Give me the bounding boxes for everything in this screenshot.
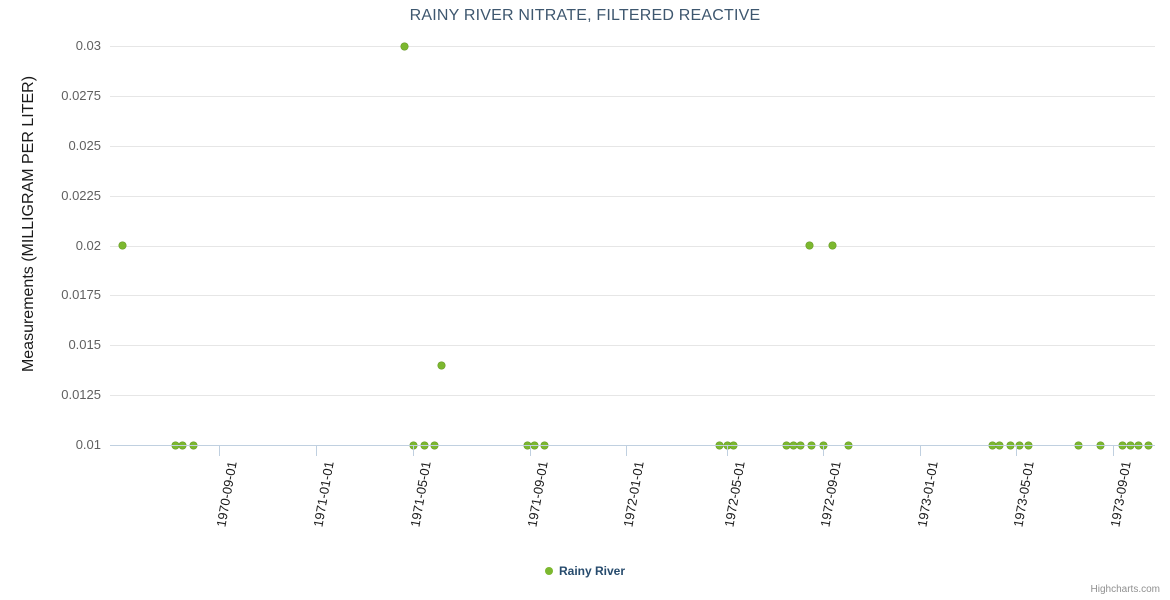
x-axis-tick: [1113, 446, 1114, 456]
x-axis-tick: [316, 446, 317, 456]
x-axis-tick-label: 1973-01-01: [914, 460, 941, 529]
x-axis-tick-label: 1972-01-01: [620, 460, 647, 529]
data-point[interactable]: [118, 242, 126, 249]
gridline: [110, 245, 1155, 247]
x-axis-tick-label: 1971-09-01: [524, 460, 551, 529]
gridline: [110, 195, 1155, 197]
x-axis-tick-label: 1972-09-01: [817, 460, 844, 529]
data-point[interactable]: [437, 361, 445, 369]
y-axis-tick-label: 0.0125: [61, 387, 101, 403]
x-axis-tick: [920, 446, 921, 456]
gridline: [110, 145, 1155, 147]
gridline: [110, 395, 1155, 397]
y-axis-tick-label: 0.025: [68, 137, 101, 153]
x-axis-tick: [219, 446, 220, 456]
x-axis-tick-label: 1973-05-01: [1010, 460, 1037, 529]
x-axis-tick: [823, 446, 824, 456]
y-axis-tick-label: 0.015: [68, 337, 101, 353]
y-axis-tick-label: 0.03: [75, 38, 101, 53]
x-axis-tick-label: 1972-05-01: [721, 460, 748, 529]
gridline: [110, 295, 1155, 297]
data-point[interactable]: [400, 42, 408, 50]
legend-marker-icon: [544, 566, 553, 575]
y-axis-tick-label: 0.0225: [61, 187, 101, 203]
x-axis-line: [110, 445, 1155, 446]
y-axis-title: Measurements (MILLIGRAM PER LITER): [20, 75, 37, 373]
y-axis-tick-label: 0.02: [75, 237, 101, 253]
gridline: [110, 345, 1155, 347]
legend-item-rainy-river[interactable]: Rainy River: [544, 563, 626, 578]
y-axis-tick-label: 0.0175: [61, 287, 101, 303]
x-axis-tick: [413, 446, 414, 456]
gridline: [110, 95, 1155, 97]
highcharts-credits[interactable]: Highcharts.com: [1090, 584, 1160, 595]
x-axis-tick: [530, 446, 531, 456]
plot-area: [110, 42, 1155, 449]
chart-title: RAINY RIVER NITRATE, FILTERED REACTIVE: [409, 7, 761, 24]
chart-legend: Rainy River: [0, 563, 1170, 578]
data-point[interactable]: [805, 242, 813, 249]
x-axis-tick: [626, 446, 627, 456]
x-axis-tick-label: 1970-09-01: [213, 460, 240, 529]
y-axis-tick-label: 0.0275: [61, 87, 101, 103]
x-axis-tick: [727, 446, 728, 456]
gridline: [110, 46, 1155, 47]
x-axis-tick: [1016, 446, 1017, 456]
y-axis-tick-label: 0.01: [75, 437, 101, 452]
x-axis-tick-label: 1971-05-01: [407, 460, 434, 529]
x-axis-tick-label: 1973-09-01: [1107, 460, 1134, 529]
legend-item-label: Rainy River: [558, 563, 626, 578]
x-axis-tick-label: 1971-01-01: [310, 460, 337, 529]
data-point[interactable]: [828, 242, 836, 249]
